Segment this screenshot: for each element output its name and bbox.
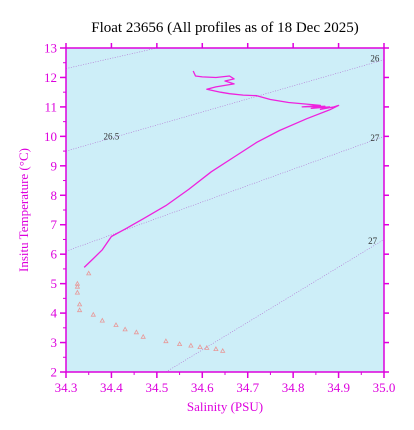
data-point-marker xyxy=(86,270,92,276)
y-tick-label: 6 xyxy=(51,247,58,262)
data-point-marker xyxy=(74,289,81,295)
x-tick-label: 34.9 xyxy=(327,380,350,395)
data-layer: 26.5 26 27 27 xyxy=(74,53,380,353)
y-tick-label: 5 xyxy=(51,276,58,291)
y-tick-label: 7 xyxy=(51,217,58,232)
isopycnal-line xyxy=(66,48,157,69)
data-point-marker xyxy=(74,283,81,289)
y-tick-label: 3 xyxy=(51,335,58,350)
x-tick-label: 34.7 xyxy=(236,380,259,395)
data-point-marker xyxy=(76,301,83,307)
data-point-marker xyxy=(113,322,119,327)
x-tick-label: 34.6 xyxy=(191,380,214,395)
chart-title: Float 23656 (All profiles as of 18 Dec 2… xyxy=(91,20,358,36)
data-point-marker xyxy=(99,317,105,323)
isopycnal-label: 27 xyxy=(368,236,378,246)
data-point-marker xyxy=(213,346,219,351)
x-tick-label: 34.3 xyxy=(55,380,78,395)
data-point-marker xyxy=(122,326,128,332)
isopycnal-line xyxy=(66,59,384,152)
plot-area xyxy=(66,48,384,372)
x-tick-label: 34.8 xyxy=(282,380,305,395)
isopycnal-layer xyxy=(66,48,384,372)
x-tick-label: 35.0 xyxy=(373,380,396,395)
isopycnal-line xyxy=(165,239,384,372)
y-tick-label: 4 xyxy=(51,306,58,321)
y-axis-label: Insitu Temperature (°C) xyxy=(16,148,31,272)
data-point-marker xyxy=(204,344,210,350)
x-tick-label: 34.5 xyxy=(145,380,168,395)
y-tick-label: 13 xyxy=(44,41,57,56)
data-point-marker xyxy=(197,344,203,349)
data-point-marker xyxy=(90,311,96,317)
isopycnal-label: 26.5 xyxy=(104,131,120,141)
data-point-marker xyxy=(163,338,169,344)
data-point-marker xyxy=(133,329,140,335)
data-point-marker xyxy=(188,342,194,348)
y-tick-label: 9 xyxy=(51,158,58,173)
profile-line xyxy=(83,70,340,268)
y-tick-label: 10 xyxy=(44,129,57,144)
axis-layer: 34.3 34.4 34.5 34.6 34.7 34.8 34.9 35.0 2 3 4 5 6 7 8 9… xyxy=(44,41,395,396)
x-axis-label: Salinity (PSU) xyxy=(187,399,263,414)
y-tick-label: 11 xyxy=(44,99,57,114)
y-tick-label: 12 xyxy=(44,70,57,85)
data-point-marker xyxy=(176,341,183,346)
data-point-marker xyxy=(76,307,83,313)
isopycnal-label: 26 xyxy=(370,53,380,63)
data-point-marker xyxy=(220,347,226,353)
isopycnal-label: 27 xyxy=(370,133,380,143)
y-tick-label: 2 xyxy=(51,365,58,380)
data-point-marker xyxy=(140,333,146,339)
y-tick-label: 8 xyxy=(51,188,58,203)
x-tick-label: 34.4 xyxy=(100,380,123,395)
